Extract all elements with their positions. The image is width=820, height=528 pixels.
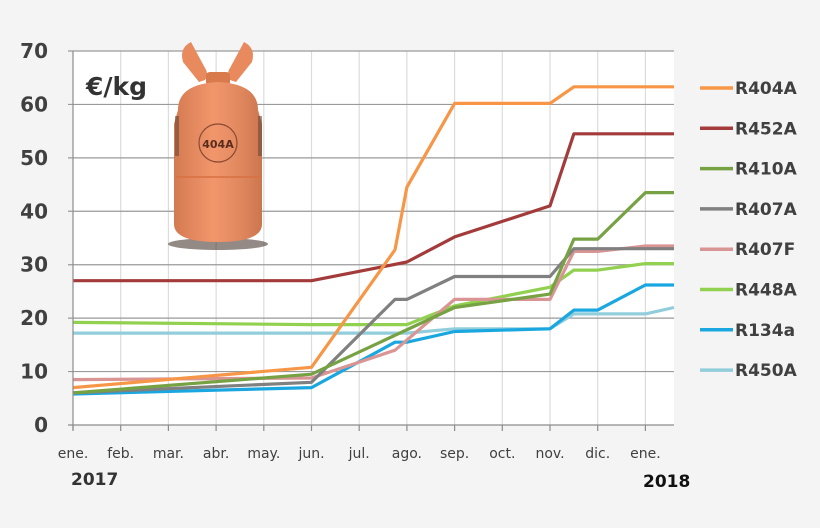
legend-item-r404a: R404A (700, 79, 798, 99)
x-tick-label: abr. (203, 446, 229, 462)
legend-label: R450A (735, 361, 798, 381)
x-tick-label: oct. (489, 446, 515, 462)
y-tick-label: 50 (20, 146, 48, 170)
x-tick-label: ago. (392, 446, 422, 462)
y-tick-label: 30 (20, 253, 48, 277)
refrigerant-cylinder-image: 404A (168, 42, 268, 250)
legend-label: R404A (735, 79, 798, 99)
legend-item-r407a: R407A (700, 200, 798, 220)
series-line-r404a (72, 85, 674, 390)
series-line-r410a (72, 191, 674, 395)
cylinder-label: 404A (202, 138, 234, 151)
y-tick-label: 10 (20, 360, 48, 384)
x-tick-label: sep. (440, 446, 469, 462)
unit-label: €/kg (85, 72, 147, 101)
y-tick-label: 20 (20, 306, 48, 330)
x-tick-label: dic. (585, 446, 610, 462)
legend: R404A R452A R410A R407A R407F R448A R134a R450A (700, 79, 798, 381)
x-tick-label: may. (247, 446, 280, 462)
series-line-r452a (73, 132, 674, 283)
legend-label: R452A (735, 119, 798, 139)
x-tick-label: jun. (297, 446, 324, 462)
legend-label: R410A (735, 160, 798, 180)
year-label-2018: 2018 (643, 472, 690, 492)
y-tick-label: 0 (34, 413, 48, 437)
legend-item-r448a: R448A (700, 281, 798, 301)
legend-item-r407f: R407F (700, 240, 795, 260)
data-series-lines (72, 85, 675, 396)
x-tick-label: ene. (630, 446, 661, 462)
legend-label: R134a (735, 321, 795, 341)
legend-item-r450a: R450A (700, 361, 798, 381)
legend-label: R407A (735, 200, 798, 220)
legend-item-r452a: R452A (700, 119, 798, 139)
legend-item-r410a: R410A (700, 160, 798, 180)
y-tick-label: 70 (20, 39, 48, 63)
x-tick-label: ene. (58, 446, 89, 462)
y-tick-label: 40 (20, 199, 48, 223)
x-tick-label: feb. (107, 446, 134, 462)
year-label-2017: 2017 (71, 470, 118, 490)
y-axis-tick-labels: 0 10 20 30 40 50 60 70 (20, 39, 48, 437)
legend-item-r134a: R134a (700, 321, 795, 341)
x-tick-label: jul. (348, 446, 370, 462)
x-tick-label: mar. (153, 446, 184, 462)
legend-label: R407F (735, 240, 795, 260)
horizontal-gridlines (68, 50, 674, 373)
legend-label: R448A (735, 281, 798, 301)
x-axis-tick-labels: ene. feb. mar. abr. may. jun. jul. ago. sep. oct.… (58, 446, 661, 462)
y-tick-label: 60 (20, 92, 48, 116)
x-tick-label: nov. (535, 446, 564, 462)
